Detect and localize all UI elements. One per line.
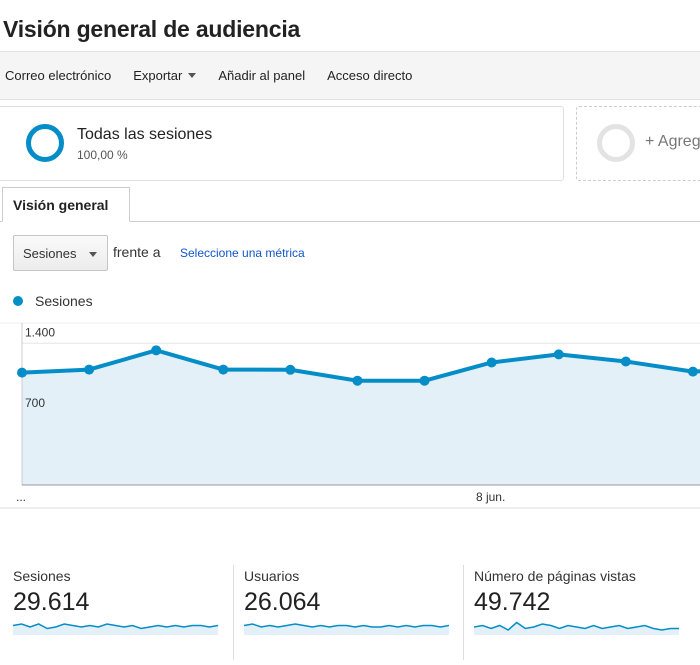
- chart-legend: Sesiones: [13, 293, 93, 309]
- summary-users: Usuarios 26.064: [233, 565, 453, 660]
- sparkline: [13, 623, 218, 635]
- data-point[interactable]: [620, 356, 631, 367]
- segment-name: Todas las sesiones: [77, 126, 213, 143]
- summary-label: Usuarios: [244, 568, 300, 584]
- segment-card-all-sessions[interactable]: Todas las sesiones 100,00 %: [0, 106, 564, 181]
- select-metric-link[interactable]: Seleccione una métrica: [180, 246, 305, 260]
- add-segment-label: + Agregar segmento: [645, 133, 700, 150]
- sparkline-line: [474, 621, 679, 631]
- data-point[interactable]: [419, 375, 430, 386]
- data-point[interactable]: [84, 364, 95, 375]
- data-point[interactable]: [486, 357, 497, 368]
- data-point[interactable]: [218, 364, 229, 375]
- metric-dropdown-value: Sesiones: [23, 246, 77, 261]
- sparkline-area: [244, 624, 449, 635]
- sparkline: [474, 621, 679, 635]
- page-title: Visión general de audiencia: [3, 16, 301, 42]
- export-menu[interactable]: Exportar: [133, 68, 197, 83]
- summary-value: 26.064: [244, 588, 321, 616]
- legend-label: Sesiones: [35, 293, 93, 309]
- summary-value: 29.614: [13, 588, 90, 616]
- x-tick-label: ...: [16, 490, 26, 504]
- chevron-down-icon: [89, 252, 97, 257]
- summary-label: Número de páginas vistas: [474, 568, 636, 584]
- chevron-down-icon: [188, 73, 197, 78]
- export-label: Exportar: [133, 68, 183, 83]
- sparkline-line: [244, 623, 449, 628]
- segment-donut-icon: [26, 124, 64, 162]
- summary-sessions: Sesiones 29.614: [13, 565, 223, 660]
- add-segment-card[interactable]: + Agregar segmento: [576, 106, 700, 181]
- tab-overview[interactable]: Visión general: [2, 187, 130, 222]
- segment-percent: 100,00 %: [77, 148, 128, 162]
- data-point[interactable]: [687, 366, 698, 377]
- summary-pageviews: Número de páginas vistas 49.742: [463, 565, 700, 660]
- data-point[interactable]: [151, 345, 162, 356]
- sparkline: [244, 623, 449, 635]
- versus-label: frente a: [113, 244, 161, 260]
- data-point[interactable]: [17, 367, 27, 378]
- data-point[interactable]: [352, 375, 363, 386]
- y-tick-label: 700: [25, 396, 45, 410]
- add-to-dashboard-button[interactable]: Añadir al panel: [218, 68, 306, 83]
- email-button[interactable]: Correo electrónico: [5, 68, 112, 83]
- report-toolbar: Correo electrónico Exportar Añadir al pa…: [0, 51, 700, 100]
- data-point[interactable]: [553, 349, 564, 360]
- series-area: [22, 350, 700, 485]
- summary-value: 49.742: [474, 588, 551, 616]
- sparkline-line: [13, 623, 218, 630]
- sparkline-area: [474, 622, 679, 635]
- data-point[interactable]: [285, 364, 296, 375]
- sparkline-area: [13, 624, 218, 635]
- legend-dot-icon: [13, 296, 23, 306]
- summary-label: Sesiones: [13, 568, 71, 584]
- x-tick-label: 8 jun.: [476, 490, 505, 504]
- y-tick-label: 1.400: [25, 325, 55, 339]
- metric-dropdown[interactable]: Sesiones: [13, 235, 108, 271]
- empty-donut-icon: [597, 124, 635, 162]
- sessions-chart[interactable]: 1.400 700... 8 jun.: [0, 318, 700, 513]
- shortcut-button[interactable]: Acceso directo: [327, 68, 413, 83]
- series-line: [21, 348, 700, 383]
- tab-bar-divider: [0, 221, 700, 222]
